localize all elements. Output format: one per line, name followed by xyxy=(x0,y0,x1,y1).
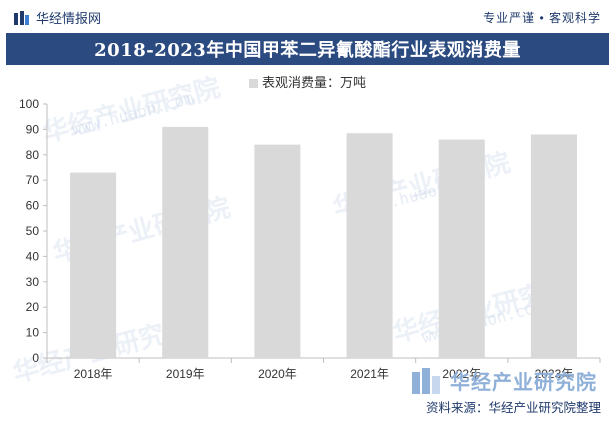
title-bar: 2018-2023年中国甲苯二异氰酸酯行业表观消费量 xyxy=(6,33,609,65)
bar xyxy=(438,139,485,358)
y-tick-label: 80 xyxy=(26,148,40,162)
legend-swatch xyxy=(248,79,258,89)
x-tick-label: 2021年 xyxy=(350,367,389,381)
bar xyxy=(162,126,209,358)
x-tick-label: 2022年 xyxy=(442,367,481,381)
brand-logo-icon xyxy=(14,10,30,25)
y-tick-label: 70 xyxy=(26,173,40,187)
y-tick-label: 90 xyxy=(26,122,40,136)
x-tick-label: 2019年 xyxy=(166,367,205,381)
y-tick-label: 100 xyxy=(19,97,39,111)
y-tick-label: 60 xyxy=(26,199,40,213)
source-note: 资料来源：华经产业研究院整理 xyxy=(425,401,601,415)
y-tick-label: 40 xyxy=(26,249,40,263)
x-tick-label: 2020年 xyxy=(258,367,297,381)
legend-label: 表观消费量：万吨 xyxy=(261,75,366,90)
brand-name: 华经情报网 xyxy=(36,11,102,26)
legend: 表观消费量：万吨 xyxy=(0,72,615,91)
x-tick-label: 2023年 xyxy=(535,367,574,381)
brand-stamp-icon xyxy=(412,367,444,394)
bar xyxy=(254,144,301,358)
chart-title: 2018-2023年中国甲苯二异氰酸酯行业表观消费量 xyxy=(94,40,521,61)
brand-stamp-text: 华经产业研究院 xyxy=(450,372,597,394)
y-tick-label: 50 xyxy=(26,224,40,238)
y-tick-label: 30 xyxy=(26,275,40,289)
tagline: 专业严谨 • 客观科学 xyxy=(483,11,601,25)
brand-stamp: 华经产业研究院 xyxy=(412,366,597,395)
x-tick-label: 2018年 xyxy=(74,367,113,381)
bar xyxy=(70,172,117,358)
brand-logo[interactable]: 华经情报网 xyxy=(14,8,101,27)
header: 华经情报网 专业严谨 • 客观科学 xyxy=(0,0,615,32)
y-tick-label: 10 xyxy=(26,326,40,340)
y-tick-label: 20 xyxy=(26,300,40,314)
bar xyxy=(530,134,577,358)
y-tick-label: 0 xyxy=(32,351,39,365)
bar xyxy=(346,133,393,358)
